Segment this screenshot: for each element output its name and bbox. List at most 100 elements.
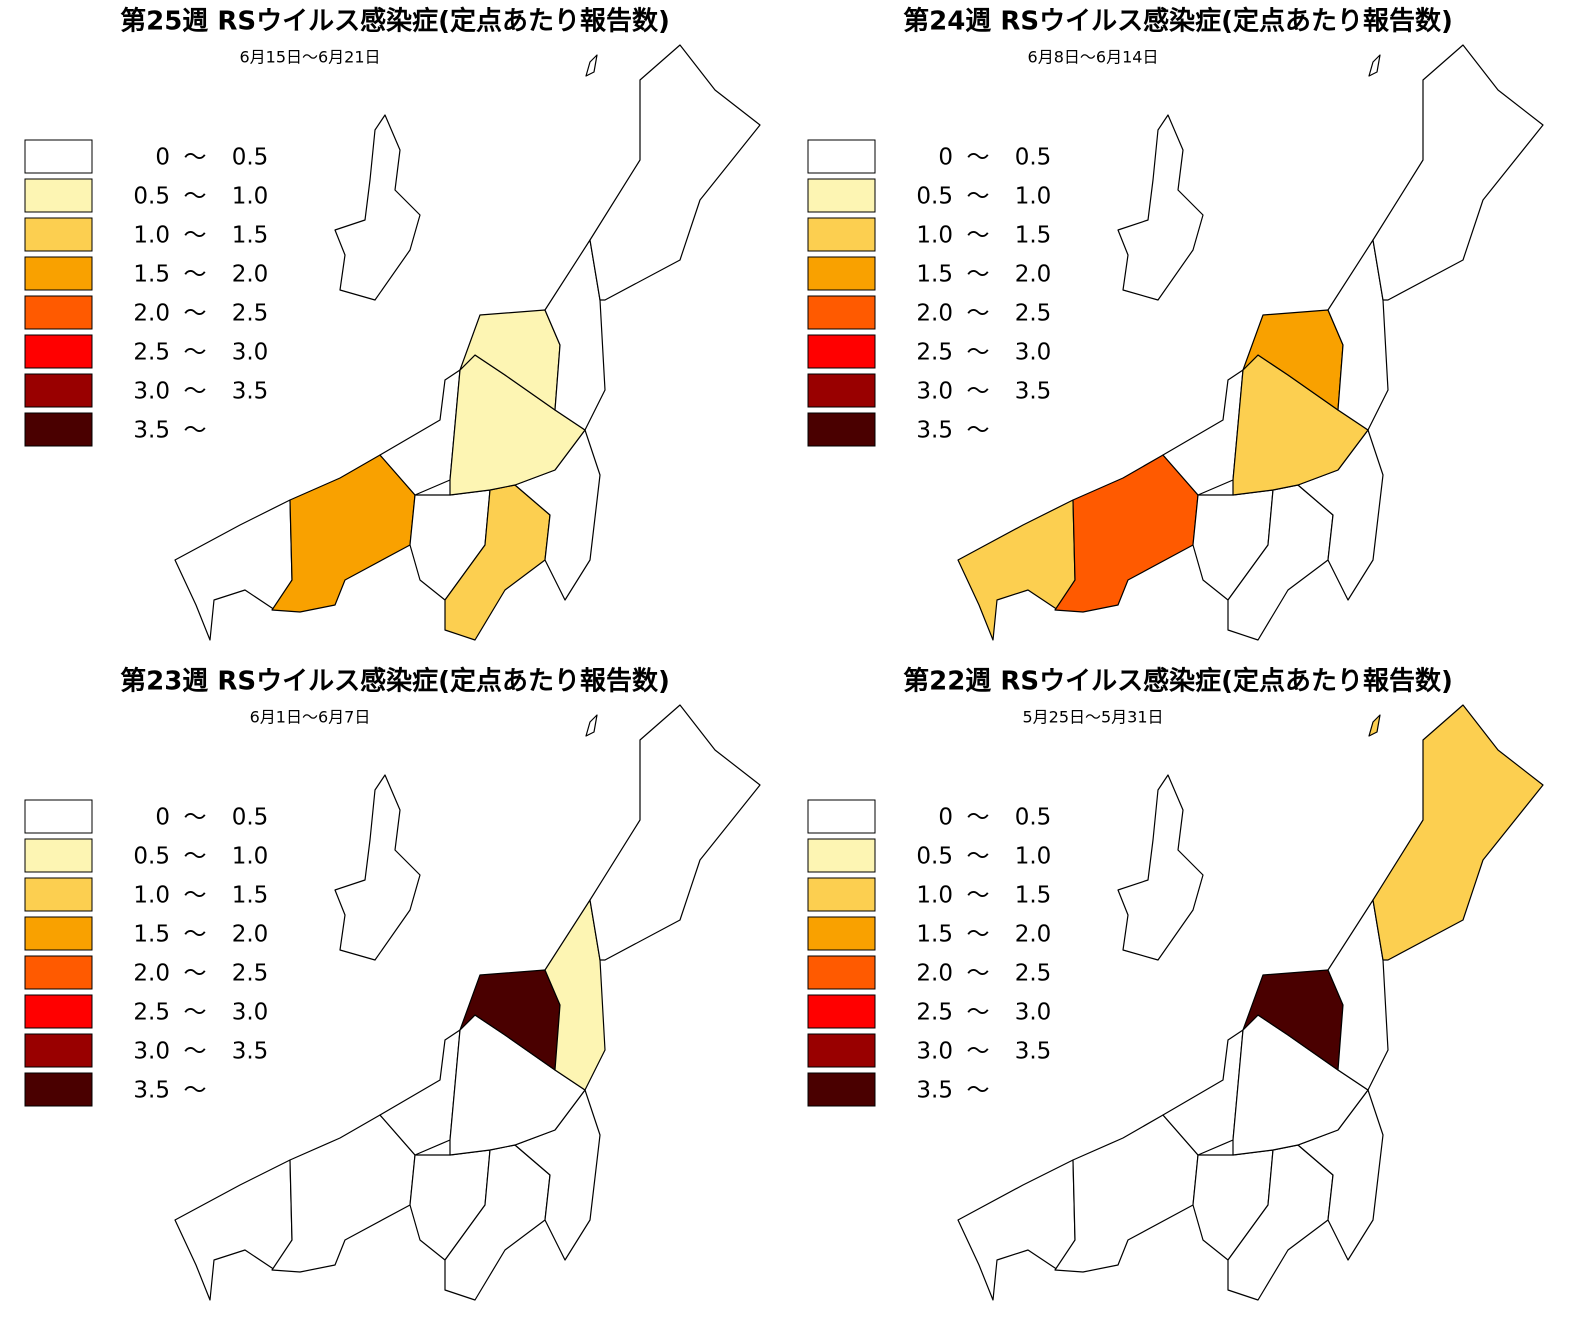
- legend-to: 1.0: [1015, 844, 1052, 870]
- legend-from: 1.0: [133, 223, 170, 249]
- legend-to: 3.5: [232, 379, 269, 405]
- legend-to: 1.0: [232, 844, 269, 870]
- legend-from: 2.5: [133, 340, 170, 366]
- legend-separator: 〜: [184, 379, 207, 405]
- legend-swatch: [807, 916, 876, 951]
- map-panel: 第24週 RSウイルス感染症(定点あたり報告数) 6月8日〜6月14日 0 〜 0.5 0…: [807, 6, 1544, 641]
- legend-to: 2.5: [232, 961, 269, 987]
- legend-separator: 〜: [184, 922, 207, 948]
- legend-separator: 〜: [184, 223, 207, 249]
- legend-from: 0: [155, 805, 170, 831]
- region: [585, 54, 598, 77]
- legend-separator: 〜: [967, 223, 990, 249]
- legend-separator: 〜: [967, 301, 990, 327]
- legend-swatch: [807, 334, 876, 369]
- region: [957, 1159, 1076, 1301]
- legend-from: 1.0: [133, 883, 170, 909]
- legend-from: 0.5: [916, 844, 953, 870]
- legend-separator: 〜: [967, 262, 990, 288]
- legend-from: 2.5: [916, 1000, 953, 1026]
- legend-swatch: [24, 955, 93, 990]
- period: 6月8日〜6月14日: [1028, 48, 1159, 67]
- legend-to: 2.0: [1015, 262, 1052, 288]
- legend-separator: 〜: [184, 145, 207, 171]
- legend-to: 0.5: [232, 145, 269, 171]
- region: [589, 704, 761, 961]
- panel-title: 第24週 RSウイルス感染症(定点あたり報告数): [903, 6, 1453, 37]
- legend-swatch: [807, 799, 876, 834]
- legend-to: 3.0: [232, 340, 269, 366]
- legend-from: 2.0: [916, 961, 953, 987]
- legend-swatch: [24, 295, 93, 330]
- period: 6月15日〜6月21日: [239, 48, 380, 67]
- legend-swatch: [807, 256, 876, 291]
- panel-title: 第23週 RSウイルス感染症(定点あたり報告数): [120, 666, 670, 697]
- legend-swatch: [24, 256, 93, 291]
- legend-from: 3.5: [133, 418, 170, 444]
- legend-separator: 〜: [967, 184, 990, 210]
- legend-to: 2.0: [232, 262, 269, 288]
- region: [1368, 54, 1381, 77]
- legend-separator: 〜: [967, 1000, 990, 1026]
- legend-to: 2.5: [1015, 961, 1052, 987]
- legend-swatch: [807, 877, 876, 912]
- legend-separator: 〜: [967, 922, 990, 948]
- legend-separator: 〜: [184, 805, 207, 831]
- legend-separator: 〜: [967, 883, 990, 909]
- legend-separator: 〜: [184, 184, 207, 210]
- legend-from: 3.0: [916, 1039, 953, 1065]
- legend-from: 2.0: [133, 961, 170, 987]
- period: 6月1日〜6月7日: [250, 708, 371, 727]
- region: [1054, 454, 1199, 613]
- legend-to: 2.0: [232, 922, 269, 948]
- region: [1372, 704, 1544, 961]
- legend-swatch: [24, 994, 93, 1029]
- legend-swatch: [807, 178, 876, 213]
- legend-to: 3.5: [232, 1039, 269, 1065]
- legend-to: 3.0: [1015, 1000, 1052, 1026]
- region: [1117, 774, 1204, 961]
- region: [271, 454, 416, 613]
- legend-from: 1.0: [916, 223, 953, 249]
- legend-swatch: [24, 412, 93, 447]
- map-panel: 第22週 RSウイルス感染症(定点あたり報告数) 5月25日〜5月31日 0 〜 0.5…: [807, 666, 1544, 1301]
- legend-to: 3.0: [1015, 340, 1052, 366]
- legend-from: 3.5: [916, 1078, 953, 1104]
- region: [1368, 714, 1381, 737]
- legend-separator: 〜: [184, 1000, 207, 1026]
- region: [1054, 1114, 1199, 1273]
- region: [957, 499, 1076, 641]
- legend-from: 0.5: [133, 844, 170, 870]
- legend-separator: 〜: [184, 301, 207, 327]
- legend-from: 3.5: [916, 418, 953, 444]
- legend-separator: 〜: [967, 961, 990, 987]
- legend-swatch: [807, 139, 876, 174]
- legend-separator: 〜: [184, 1078, 207, 1104]
- legend-from: 1.0: [916, 883, 953, 909]
- legend-swatch: [807, 412, 876, 447]
- legend-separator: 〜: [967, 1039, 990, 1065]
- legend-swatch: [807, 955, 876, 990]
- legend-from: 3.0: [133, 1039, 170, 1065]
- map-panel: 第23週 RSウイルス感染症(定点あたり報告数) 6月1日〜6月7日 0 〜 0.5 0.…: [24, 666, 761, 1301]
- legend-from: 3.0: [133, 379, 170, 405]
- legend-from: 0: [938, 145, 953, 171]
- legend-from: 0: [938, 805, 953, 831]
- legend-separator: 〜: [967, 340, 990, 366]
- legend-swatch: [24, 178, 93, 213]
- region: [1117, 114, 1204, 301]
- legend-to: 0.5: [232, 805, 269, 831]
- legend-to: 2.0: [1015, 922, 1052, 948]
- legend-separator: 〜: [967, 844, 990, 870]
- legend-swatch: [807, 217, 876, 252]
- legend-to: 0.5: [1015, 805, 1052, 831]
- legend-from: 2.0: [133, 301, 170, 327]
- legend-to: 1.0: [232, 184, 269, 210]
- legend-swatch: [24, 838, 93, 873]
- legend-to: 3.5: [1015, 379, 1052, 405]
- legend-separator: 〜: [184, 1039, 207, 1065]
- legend-from: 1.5: [133, 922, 170, 948]
- legend-separator: 〜: [967, 418, 990, 444]
- legend-swatch: [807, 295, 876, 330]
- legend-to: 1.0: [1015, 184, 1052, 210]
